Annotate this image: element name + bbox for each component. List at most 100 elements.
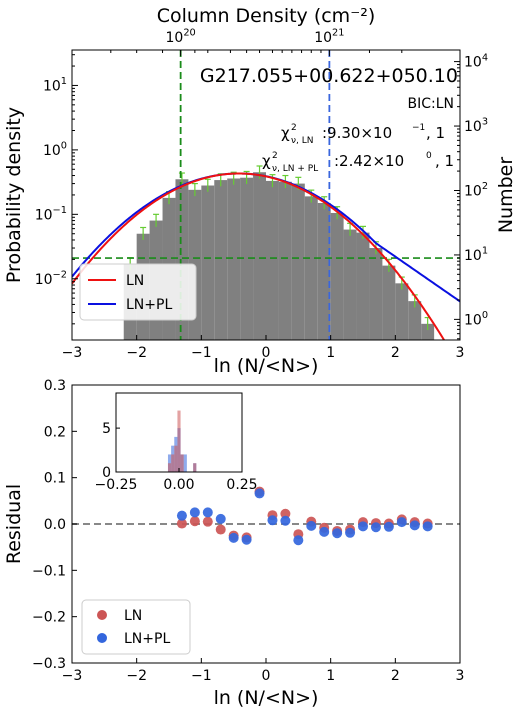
- histogram-bar: [240, 177, 254, 340]
- svg-text:, 1: , 1: [426, 124, 445, 142]
- lnpl-residual-point: [332, 528, 343, 539]
- inset-axes: −0.25 0.00 0.25 0 5: [95, 392, 258, 493]
- lnpl-residual-point: [319, 526, 330, 537]
- x-tick-label: 3: [456, 345, 465, 361]
- y2-tick-label: 103: [464, 117, 488, 135]
- inset-ln-bar: [180, 454, 184, 472]
- lnpl-residual-point: [293, 535, 304, 546]
- top-panel: −3 −2 −1 0 1 2 3 10−2 10−1 100 101 100 101 102 103 104 1…: [3, 5, 517, 377]
- y2-tick-label: 100: [464, 310, 488, 328]
- inset-ln-bar: [177, 410, 181, 472]
- x-tick-label: 2: [391, 345, 400, 361]
- inset-plot-area: [167, 410, 197, 472]
- chi-lnpl-annotation: χ 2 ν, LN + PL :2.42×10 0 , 1: [262, 151, 454, 174]
- x-tick-label: −1: [191, 345, 212, 361]
- lnpl-residual-point: [189, 507, 200, 518]
- svg-text:ν, LN: ν, LN: [291, 136, 314, 146]
- lnpl-residual-point: [202, 507, 213, 518]
- svg-text:χ: χ: [262, 152, 271, 170]
- svg-text:0: 0: [426, 151, 432, 161]
- lnpl-residual-point: [280, 515, 291, 526]
- svg-text:2: 2: [291, 123, 297, 133]
- bottom-plot-area: [72, 486, 460, 546]
- lnpl-residual-point: [383, 521, 394, 532]
- y2-tick-label: 104: [464, 52, 488, 70]
- y-tick-label: 0.0: [44, 517, 66, 533]
- top-legend: LN LN+PL: [79, 263, 197, 321]
- y2-tick-label: 101: [464, 246, 488, 264]
- y-tick-label: 0.3: [44, 378, 66, 394]
- legend-ln-label: LN: [124, 608, 142, 624]
- legend-ln-label: LN: [126, 273, 144, 289]
- lnpl-residual-point: [409, 520, 420, 531]
- lnpl-residual-point: [396, 517, 407, 528]
- lnpl-residual-point: [176, 510, 187, 521]
- ln-residual-point: [189, 516, 200, 527]
- y-tick-label: 0.2: [44, 424, 66, 440]
- x-tick-label: −2: [126, 668, 147, 684]
- inset-ln-bar: [171, 454, 175, 472]
- y-tick-label: −0.1: [32, 563, 66, 579]
- histogram-bar: [278, 181, 292, 340]
- legend-lnpl-label: LN+PL: [124, 631, 170, 647]
- histogram-bar: [421, 323, 435, 340]
- top-y2-axis-label: Number: [495, 157, 517, 234]
- histogram-bar: [356, 232, 370, 340]
- chart-title: G217.055+00.622+050.10: [200, 65, 458, 87]
- bottom-axes-ticks: −3 −2 −1 0 1 2 3 −0.3 −0.2 −0.1 0.0 0.1 0.2 0.3: [32, 378, 464, 684]
- top-tick-label: 1020: [165, 28, 195, 46]
- lnpl-residual-point: [228, 532, 239, 543]
- histogram-bar: [227, 178, 241, 340]
- svg-text::2.42×10: :2.42×10: [334, 152, 404, 170]
- y-tick-label: 10−1: [35, 205, 67, 223]
- chi-ln-annotation: χ 2 ν, LN :9.30×10 −1 , 1: [281, 123, 445, 146]
- top-y-axis-label: Probability density: [3, 107, 25, 283]
- histogram-bar: [408, 301, 422, 340]
- histogram-bar: [291, 183, 305, 340]
- x-tick-label: 0: [262, 345, 271, 361]
- histogram-bar: [382, 265, 396, 340]
- x-tick-label: −2: [126, 345, 147, 361]
- histogram-bar: [304, 196, 318, 340]
- inset-y-tick-label: 5: [102, 421, 111, 437]
- svg-text:, 1: , 1: [435, 152, 454, 170]
- legend-lnpl-label: LN+PL: [126, 297, 172, 313]
- histogram-bar: [214, 180, 228, 340]
- histogram-bar: [266, 180, 279, 340]
- top-x-axis-label: ln (N/<N>): [214, 355, 319, 377]
- y-tick-label: 10−2: [35, 269, 67, 287]
- lnpl-residual-point: [370, 522, 381, 533]
- y-tick-label: −0.3: [32, 656, 66, 672]
- lnpl-residual-point: [241, 534, 252, 545]
- ln-residual-point: [215, 524, 226, 535]
- bic-annotation: BIC:LN: [408, 96, 455, 112]
- x-tick-label: −3: [62, 345, 83, 361]
- inset-x-tick-label: 0.25: [226, 477, 257, 493]
- histogram-bar: [395, 283, 409, 340]
- x-tick-label: 3: [456, 668, 465, 684]
- x-tick-label: 2: [391, 668, 400, 684]
- svg-text:χ: χ: [281, 124, 290, 142]
- histogram-bar: [317, 202, 331, 340]
- lnpl-residual-point: [254, 488, 265, 499]
- y-tick-label: −0.2: [32, 610, 66, 626]
- y-tick-label: 100: [43, 141, 67, 159]
- lnpl-residual-point: [422, 521, 433, 532]
- top-axes-ticks: −3 −2 −1 0 1 2 3 10−2 10−1 100 101 100 101 102 103 104 1…: [35, 28, 488, 361]
- histogram-bar: [253, 172, 266, 340]
- inset-ticks: −0.25 0.00 0.25 0 5: [95, 421, 258, 493]
- svg-text::9.30×10: :9.30×10: [322, 124, 392, 142]
- inset-ln-bar: [193, 463, 197, 472]
- x-tick-label: −1: [191, 668, 212, 684]
- ln-residual-point: [202, 516, 213, 527]
- x-tick-label: 1: [326, 345, 335, 361]
- ln-residual-point: [176, 518, 187, 529]
- legend-lnpl-marker: [97, 633, 107, 643]
- bottom-x-axis-label: ln (N/<N>): [214, 687, 319, 709]
- histogram-bar: [330, 212, 344, 340]
- lnpl-residual-point: [306, 520, 317, 531]
- histogram-bar: [343, 229, 357, 340]
- inset-x-tick-label: −0.25: [95, 477, 138, 493]
- y-tick-label: 0.1: [44, 471, 66, 487]
- histogram-bar: [201, 185, 215, 340]
